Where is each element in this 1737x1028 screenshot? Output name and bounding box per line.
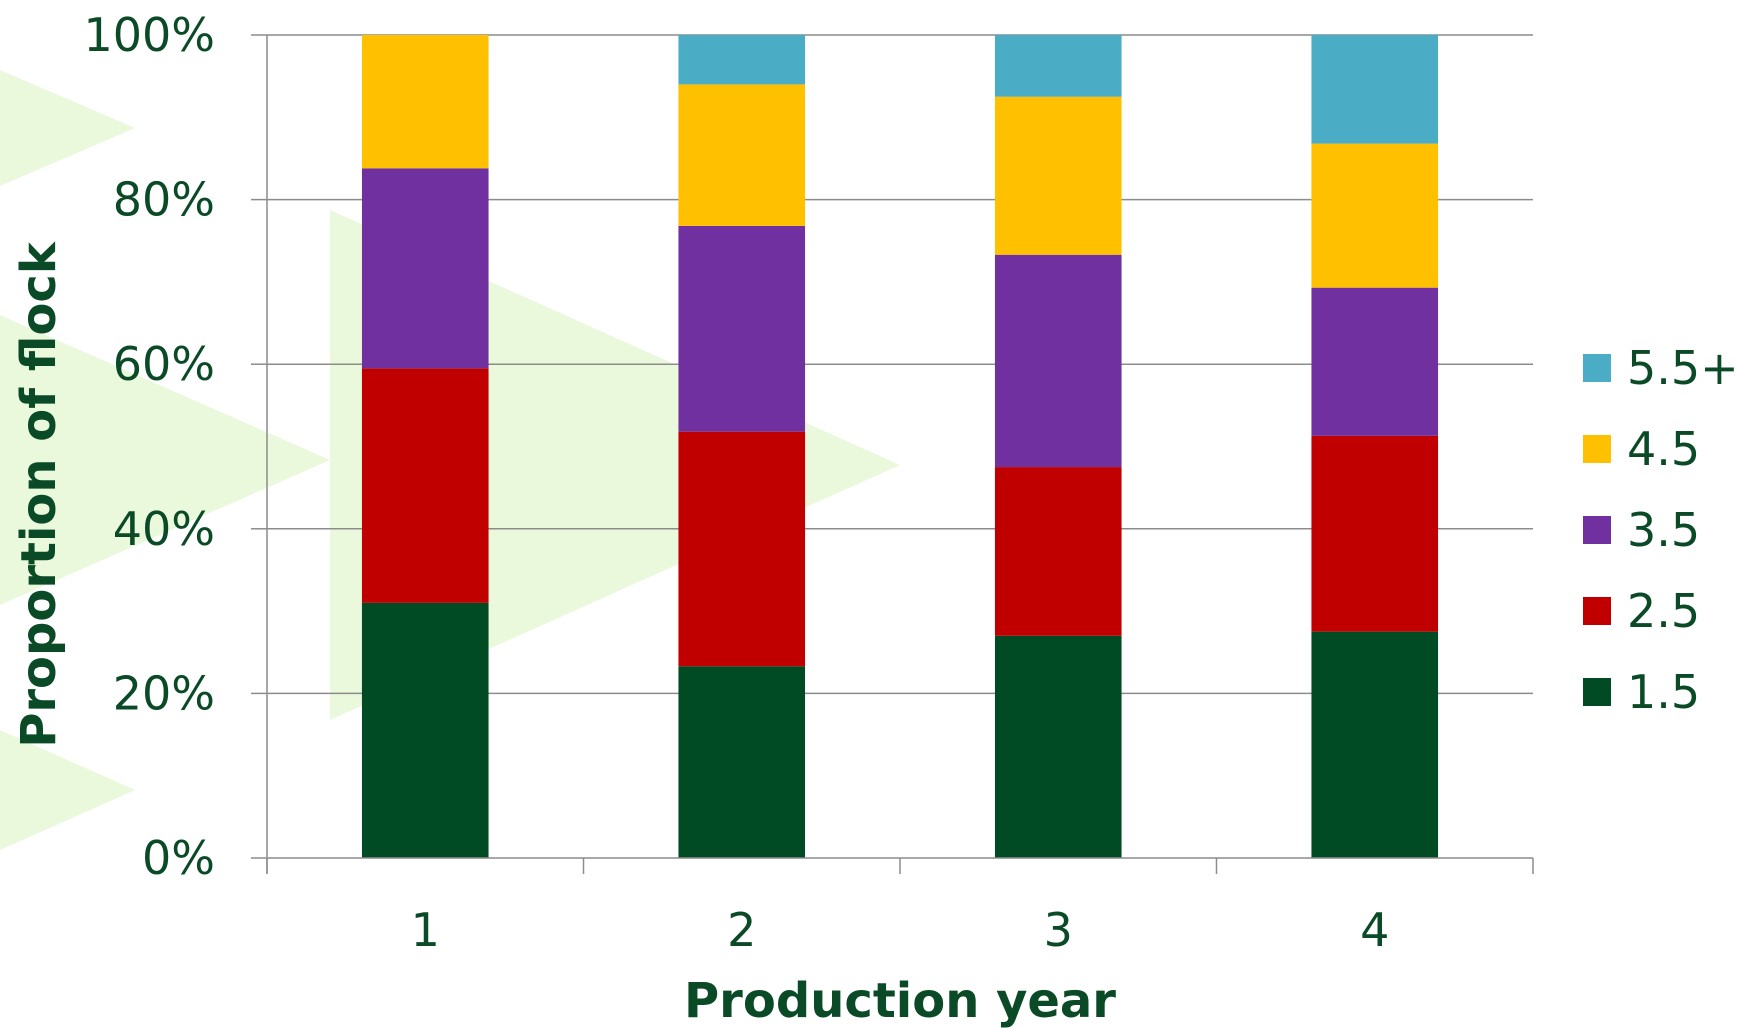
bar-segment [994,635,1122,858]
legend-swatch [1583,516,1611,544]
bar-segment [678,431,806,667]
x-tick-label: 3 [1044,903,1073,957]
y-tick-label: 0% [142,831,215,885]
legend-label: 3.5 [1627,503,1700,557]
bar-segment [361,168,489,369]
bar-segment [1311,287,1439,436]
axes [251,34,1534,874]
bar-segment [994,96,1122,255]
y-tick-label: 100% [83,8,215,62]
bar-segment [678,35,806,85]
bar-segment [994,35,1122,97]
bar-segment [1311,143,1439,288]
bar-segment [1311,631,1439,858]
bar-segment [361,368,489,603]
bar-segment [994,254,1122,468]
bar-segment [1311,35,1439,144]
legend-label: 5.5+ [1627,341,1737,395]
bar-segment [678,666,806,858]
x-tick-label: 1 [411,903,440,957]
legend-label: 1.5 [1627,665,1700,719]
bar-segment [994,467,1122,636]
bar-segment [678,84,806,226]
legend-label: 4.5 [1627,422,1700,476]
legend-label: 2.5 [1627,584,1700,638]
y-tick-labels: 0% 20% 40% 60% 80% 100% [83,8,215,885]
y-tick-label: 80% [113,173,215,227]
bar-segment [361,602,489,858]
legend-swatch [1583,435,1611,463]
x-axis-title: Production year [684,973,1116,1028]
y-tick-label: 60% [113,337,215,391]
x-tick-label: 4 [1360,903,1389,957]
legend: 5.5+ 4.5 3.5 2.5 1.5 [1583,341,1737,719]
y-tick-label: 40% [113,502,215,556]
legend-swatch [1583,354,1611,382]
legend-swatch [1583,597,1611,625]
bar-segment [361,35,489,169]
y-axis-title: Proportion of flock [11,241,67,748]
bars [361,35,1439,858]
x-tick-label: 2 [727,903,756,957]
legend-swatch [1583,678,1611,706]
x-tick-labels: 1 2 3 4 [411,903,1390,957]
y-tick-label: 20% [113,666,215,720]
bar-segment [678,225,806,432]
bar-segment [1311,435,1439,632]
